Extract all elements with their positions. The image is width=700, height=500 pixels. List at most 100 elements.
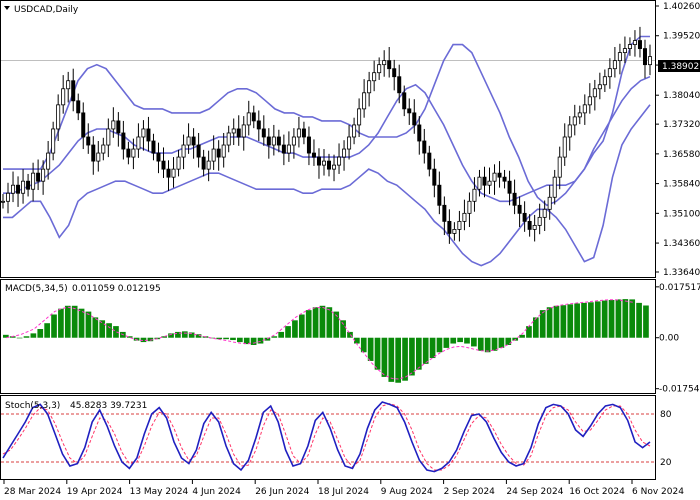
macd-bar — [636, 302, 642, 338]
macd-bar — [422, 337, 429, 364]
macd-bar — [161, 336, 167, 338]
macd-bar — [257, 337, 264, 344]
price-axis-label: 1.34360 — [663, 239, 700, 249]
macd-bar — [175, 331, 181, 338]
candle-body — [347, 136, 352, 150]
candle-body — [357, 108, 362, 126]
candle-body — [261, 128, 266, 138]
candle-body — [81, 112, 86, 138]
macd-bar — [113, 326, 119, 338]
candle-body — [517, 204, 522, 214]
candle-body — [16, 184, 21, 194]
candle-body — [422, 140, 427, 154]
macd-bar — [271, 336, 278, 338]
candle-body — [622, 48, 627, 54]
candle-body — [301, 128, 306, 138]
macd-bar — [85, 311, 92, 338]
candle-body — [572, 116, 577, 126]
macd-bar — [505, 337, 512, 345]
candle-body — [86, 136, 91, 146]
macd-layer — [3, 299, 649, 383]
candle-body — [256, 120, 261, 130]
candle-body — [226, 132, 231, 146]
candle-body — [281, 144, 286, 154]
candle-body — [71, 80, 76, 102]
macd-bar — [457, 337, 463, 343]
macd-axis-label: 0.017517 — [659, 283, 700, 293]
candle-body — [111, 120, 116, 130]
candle-body — [206, 160, 211, 170]
candle-body — [136, 136, 141, 150]
macd-bar — [58, 308, 64, 338]
macd-bar — [367, 337, 374, 361]
candle-body — [0, 200, 6, 203]
price-axis-label: 1.40260 — [663, 2, 700, 12]
candle-body — [141, 128, 146, 138]
bollinger-upper-line — [3, 35, 650, 207]
macd-signal-line — [6, 299, 633, 380]
symbol-dropdown-icon[interactable] — [4, 6, 10, 10]
candle-body — [11, 184, 16, 194]
candle-body — [472, 188, 477, 202]
candle-body — [21, 180, 26, 194]
candle-body — [276, 136, 281, 146]
macd-bar — [601, 300, 608, 338]
time-axis-label: 9 Aug 2024 — [381, 487, 433, 497]
stoch-layer — [1, 401, 655, 473]
stoch-panel-frame — [0, 395, 656, 480]
macd-bar — [443, 337, 450, 348]
current-price-tag — [658, 60, 700, 72]
price-axis-label: 1.39520 — [663, 32, 700, 42]
candle-body — [101, 144, 106, 154]
macd-panel-frame — [0, 279, 656, 394]
candle-body — [452, 229, 457, 234]
candle-body — [321, 160, 326, 166]
macd-bar — [477, 337, 484, 351]
candle-body — [131, 148, 136, 158]
macd-title: MACD(5,34,5) — [5, 284, 68, 294]
candle-body — [492, 172, 497, 182]
macd-bar — [436, 337, 443, 353]
macd-bar — [51, 314, 57, 338]
macd-bar — [402, 337, 408, 381]
candle-body — [582, 104, 587, 114]
candle-body — [36, 172, 41, 182]
candle-body — [251, 112, 256, 122]
candle-body — [437, 184, 442, 206]
macd-bar — [285, 326, 291, 338]
time-axis-label: 28 Mar 2024 — [4, 487, 61, 497]
macd-bar — [3, 334, 9, 338]
macd-bar — [567, 304, 574, 338]
macd-bar — [209, 337, 216, 339]
macd-bar — [326, 307, 333, 338]
candle-body — [26, 180, 31, 190]
candle-body — [51, 128, 56, 154]
time-axis-label: 18 Jul 2024 — [318, 487, 369, 497]
candle-body — [642, 48, 647, 66]
candle-body — [387, 60, 392, 70]
macd-bar — [195, 334, 202, 338]
macd-bar — [340, 320, 346, 338]
macd-values: 0.011059 0.012195 — [72, 284, 161, 294]
candle-body — [467, 200, 472, 214]
candle-body — [296, 128, 301, 138]
price-axis-label: 1.35840 — [663, 180, 700, 190]
macd-axis-label: 0.00 — [659, 334, 679, 344]
candle-body — [91, 144, 96, 162]
macd-bar — [450, 337, 457, 344]
candle-body — [522, 212, 527, 222]
candle-body — [106, 128, 111, 146]
candle-body — [627, 44, 632, 49]
candle-body — [181, 144, 186, 158]
candle-body — [377, 64, 382, 74]
candle-body — [186, 136, 191, 146]
macd-bar — [429, 337, 436, 359]
macd-bar — [381, 337, 388, 377]
macd-bar — [16, 337, 23, 339]
macd-bar — [133, 337, 140, 341]
candle-body — [502, 176, 507, 182]
current-price-label: 1.38902 — [662, 62, 699, 72]
candle-body — [547, 196, 552, 210]
macd-bar — [126, 336, 133, 338]
macd-bar — [643, 305, 649, 338]
